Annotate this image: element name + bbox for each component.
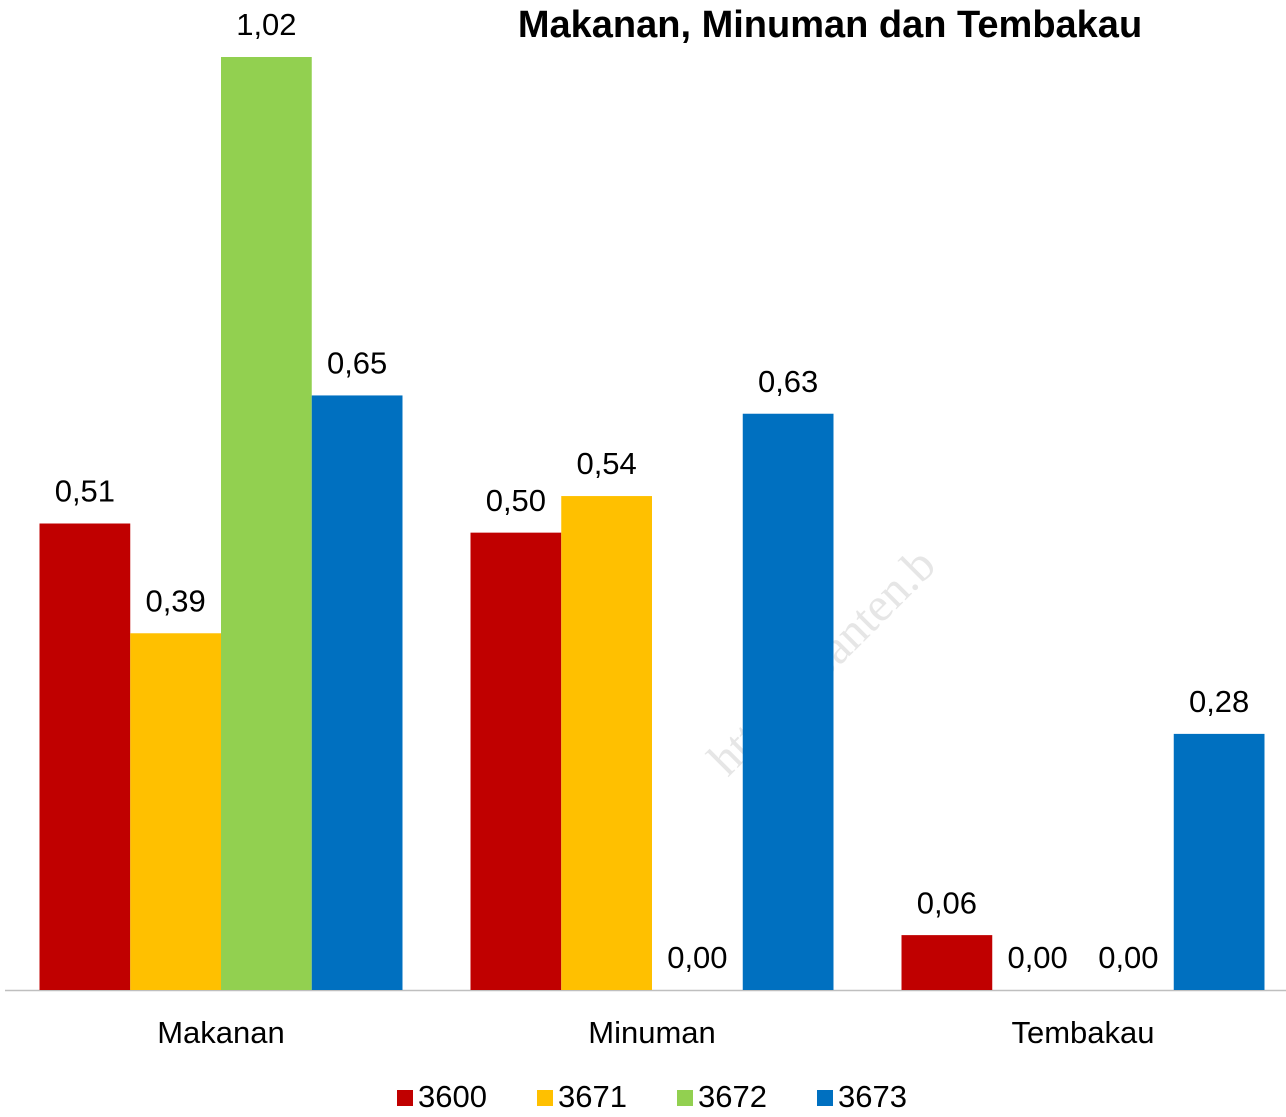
legend-swatch <box>677 1090 693 1106</box>
bar <box>1173 733 1265 990</box>
x-tick-label: Minuman <box>588 1015 716 1050</box>
bar <box>901 935 993 990</box>
data-label: 1,02 <box>236 7 296 42</box>
bar <box>561 496 652 990</box>
data-label: 0,00 <box>667 940 727 975</box>
data-label: 0,00 <box>1098 940 1158 975</box>
data-label: 0,00 <box>1007 940 1067 975</box>
data-label: 0,28 <box>1189 684 1249 719</box>
data-label: 0,50 <box>486 483 546 518</box>
legend-swatch <box>397 1090 413 1106</box>
legend-swatch <box>817 1090 833 1106</box>
bar <box>470 532 562 990</box>
bar <box>39 523 131 990</box>
legend-label: 3600 <box>418 1079 487 1114</box>
x-tick-label: Tembakau <box>1011 1015 1154 1050</box>
chart-title: Makanan, Minuman dan Tembakau <box>518 4 1142 46</box>
bar <box>130 633 221 990</box>
data-label: 0,06 <box>917 885 977 920</box>
data-label: 0,63 <box>758 364 818 399</box>
data-label: 0,51 <box>55 474 115 509</box>
data-label: 0,54 <box>576 446 636 481</box>
data-label: 0,65 <box>327 346 387 381</box>
x-tick-label: Makanan <box>157 1015 285 1050</box>
legend-label: 3672 <box>698 1079 767 1114</box>
legend-swatch <box>537 1090 553 1106</box>
legend-label: 3671 <box>558 1079 627 1114</box>
bar <box>742 413 834 990</box>
bar <box>311 395 403 990</box>
legend-label: 3673 <box>838 1079 907 1114</box>
data-label: 0,39 <box>145 583 205 618</box>
bar <box>221 57 312 990</box>
